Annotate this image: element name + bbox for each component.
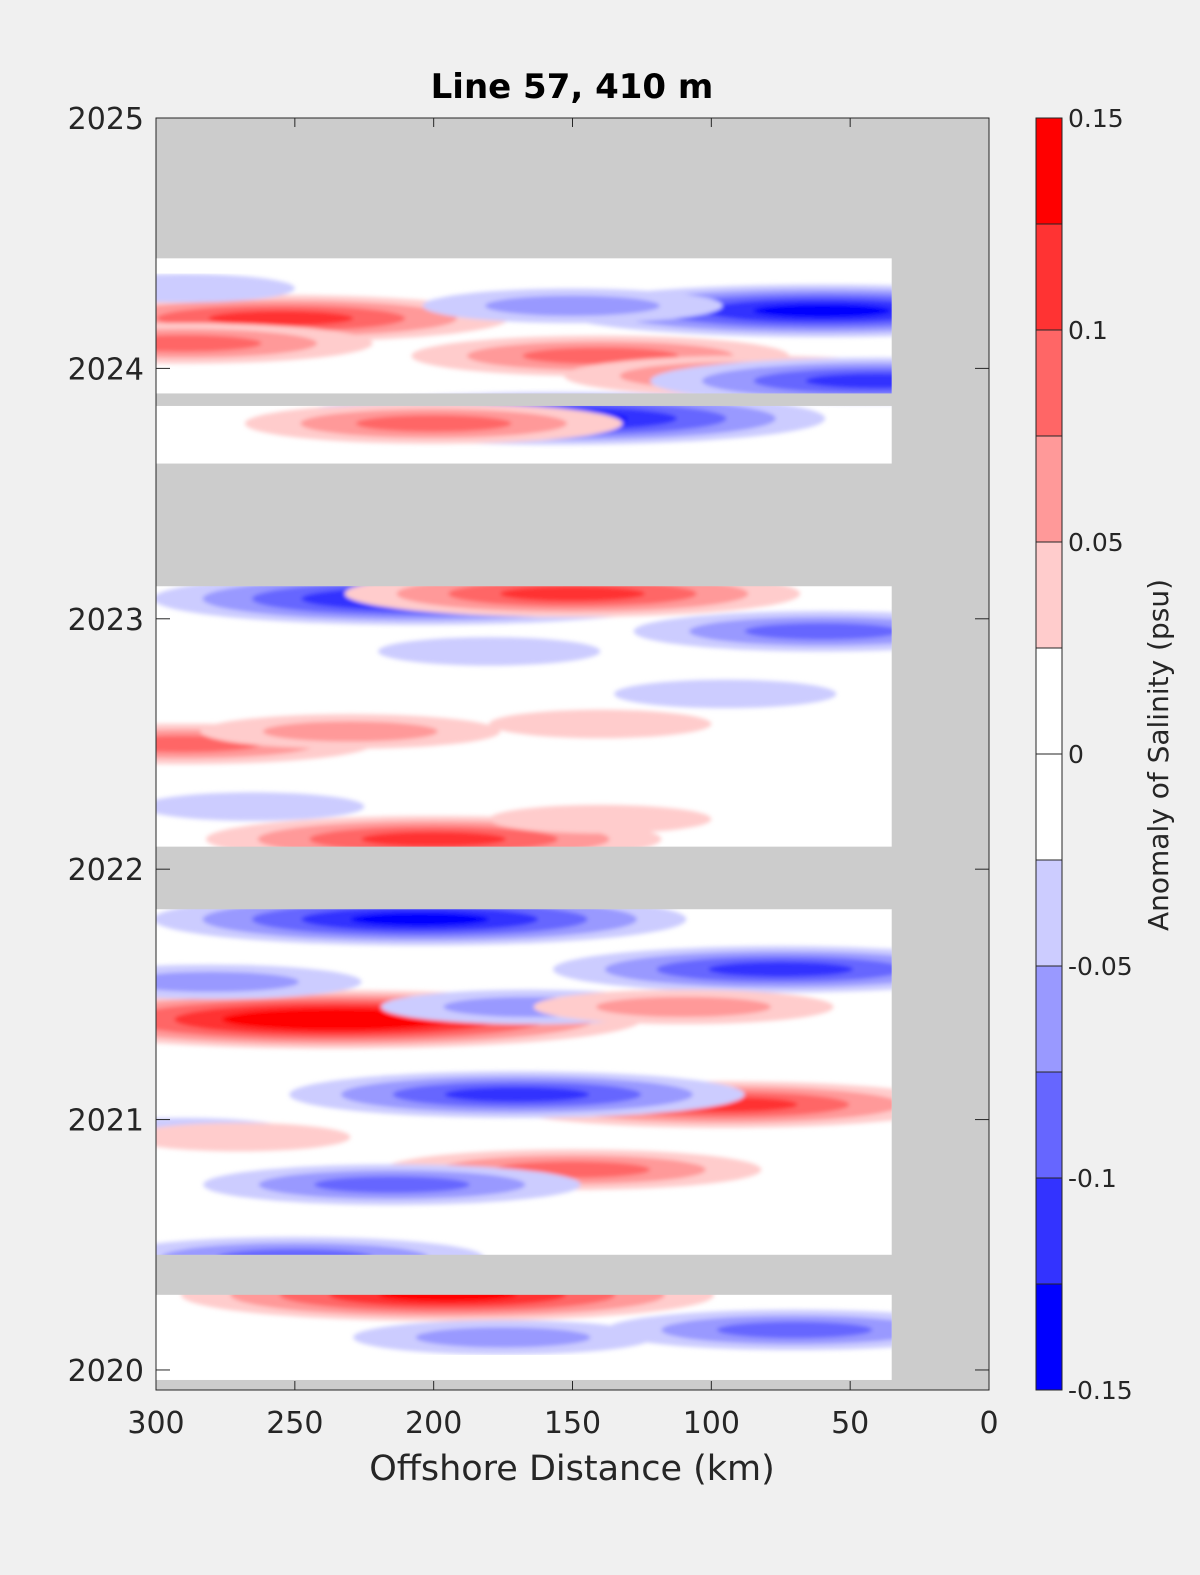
contour-level	[262, 721, 438, 742]
no-data-band	[156, 118, 989, 259]
anomaly-feature	[244, 403, 623, 444]
anomaly-feature	[650, 357, 892, 405]
chart-title: Line 57, 410 m	[431, 67, 714, 107]
x-tick-label: 150	[544, 1406, 601, 1441]
contour-level	[361, 831, 507, 847]
colorbar-tick-label: 0.05	[1068, 528, 1124, 557]
colorbar-tick-label: -0.1	[1068, 1164, 1117, 1193]
colorbar-segment	[1036, 1178, 1062, 1284]
contour-level	[485, 295, 660, 316]
contour-level	[716, 1321, 873, 1339]
anomaly-feature	[533, 989, 834, 1025]
x-tick-label: 50	[831, 1406, 869, 1441]
contour-level	[805, 373, 892, 389]
contour-level	[596, 996, 772, 1017]
anomaly-feature	[489, 709, 712, 739]
contour-level	[208, 310, 354, 326]
anomaly-feature	[422, 288, 723, 324]
contour-level	[415, 1327, 591, 1348]
anomaly-feature	[156, 1122, 351, 1152]
contour-level	[753, 303, 892, 318]
colorbar-segment	[1036, 330, 1062, 436]
anomaly-feature	[203, 1164, 581, 1205]
contour-level	[355, 415, 512, 432]
no-data-band	[156, 393, 989, 406]
x-tick-label: 100	[683, 1406, 740, 1441]
contour-level	[156, 792, 365, 821]
colorbar-segment	[1036, 118, 1062, 224]
colorbar-segment	[1036, 542, 1062, 648]
colorbar-segment	[1036, 648, 1062, 754]
contour-level	[269, 1013, 404, 1026]
colorbar-segment	[1036, 436, 1062, 542]
contour-level	[614, 679, 837, 709]
anomaly-feature	[489, 804, 712, 834]
x-tick-label: 300	[127, 1406, 184, 1441]
x-axis-label: Offshore Distance (km)	[369, 1449, 775, 1489]
colorbar-segment	[1036, 1284, 1062, 1390]
anomaly-feature	[605, 1309, 892, 1351]
anomaly-feature	[633, 611, 892, 652]
y-tick-label: 2023	[68, 603, 144, 638]
colorbar-tick-label: -0.15	[1068, 1376, 1133, 1405]
contour-level	[444, 1087, 590, 1102]
colorbar-segment	[1036, 754, 1062, 860]
contour-level	[350, 912, 489, 927]
colorbar: 0.15 0.1 0.05 0 -0.05 -0.1 -0.15	[1035, 104, 1133, 1405]
colorbar-segment	[1036, 860, 1062, 966]
x-tick-label: 0	[979, 1406, 998, 1441]
contour-level	[156, 1122, 351, 1152]
contour-level	[489, 709, 712, 739]
x-tick-label: 250	[266, 1406, 323, 1441]
colorbar-segment	[1036, 1072, 1062, 1178]
anomaly-feature	[156, 792, 365, 821]
anomaly-feature	[614, 679, 837, 709]
anomaly-feature	[378, 637, 601, 666]
axis-ticks: 300 250 200 150 100 50 0 2020 2021 2022 2023 2024 20…	[68, 102, 999, 1441]
plot-area: 300 250 200 150 100 50 0 2020 2021 2022 2023 2024 20…	[68, 102, 999, 1441]
anomaly-feature	[289, 1071, 745, 1118]
colorbar-tick-label: 0.1	[1068, 316, 1108, 345]
y-tick-label: 2024	[68, 352, 144, 387]
no-data-band	[156, 846, 989, 910]
contour-level	[156, 335, 262, 352]
anomaly-feature	[156, 273, 295, 303]
colorbar-tick-label: -0.05	[1068, 952, 1133, 981]
contour-level	[500, 586, 645, 602]
anomaly-feature	[353, 1320, 654, 1355]
anomaly-feature	[156, 964, 362, 1000]
contour-level	[156, 273, 295, 303]
anomaly-feature	[156, 323, 373, 364]
anomaly-feature	[553, 946, 892, 993]
y-tick-label: 2025	[68, 102, 144, 137]
contour-level	[314, 1176, 470, 1194]
contour-level	[708, 961, 854, 977]
y-tick-label: 2020	[68, 1354, 144, 1389]
colorbar-label: Anomaly of Salinity (psu)	[1142, 579, 1175, 931]
no-data-band	[891, 118, 989, 1390]
y-tick-label: 2022	[68, 853, 144, 888]
no-data-band	[156, 463, 989, 587]
colorbar-box	[1035, 117, 1063, 1391]
data-region	[156, 258, 892, 1380]
x-tick-label: 200	[405, 1406, 462, 1441]
anomaly-feature	[200, 714, 501, 749]
contour-level	[744, 622, 892, 640]
colorbar-tick-label: 0	[1068, 740, 1084, 769]
colorbar-tick-label: 0.15	[1068, 104, 1124, 133]
y-tick-label: 2021	[68, 1104, 144, 1139]
colorbar-segment	[1036, 966, 1062, 1072]
contour-level	[489, 804, 712, 834]
contour-level	[378, 637, 601, 666]
contour-level	[156, 971, 299, 992]
colorbar-segment	[1036, 224, 1062, 330]
no-data-band	[156, 1254, 989, 1295]
